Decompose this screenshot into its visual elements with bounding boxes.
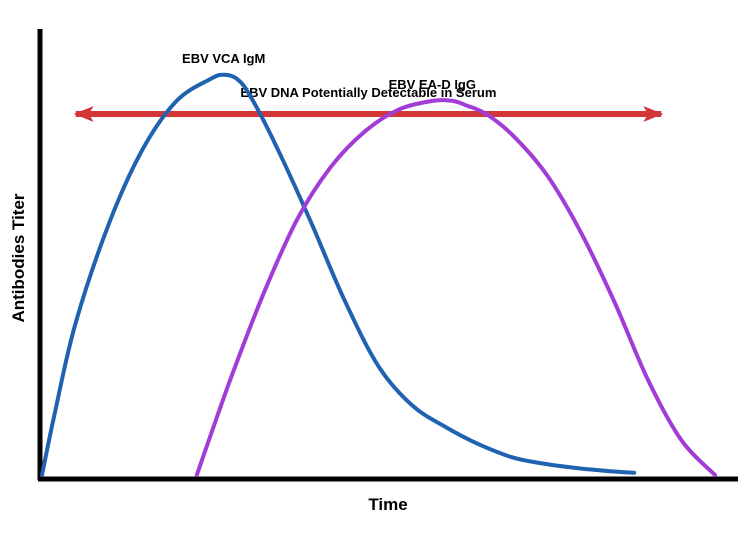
y-axis-label: Antibodies Titer [9,193,28,322]
series-line-ebv-vca-igm [40,72,637,477]
series-label-ebv-ea-d-igg: EBV EA-D IgG [389,77,476,92]
x-axis-label: Time [368,495,407,514]
series-line-ebv-ea-d-igg [194,98,717,477]
annotation-text: EBV DNA Potentially Detectable in Serum [240,85,496,100]
series-label-ebv-vca-igm: EBV VCA IgM [182,51,265,66]
